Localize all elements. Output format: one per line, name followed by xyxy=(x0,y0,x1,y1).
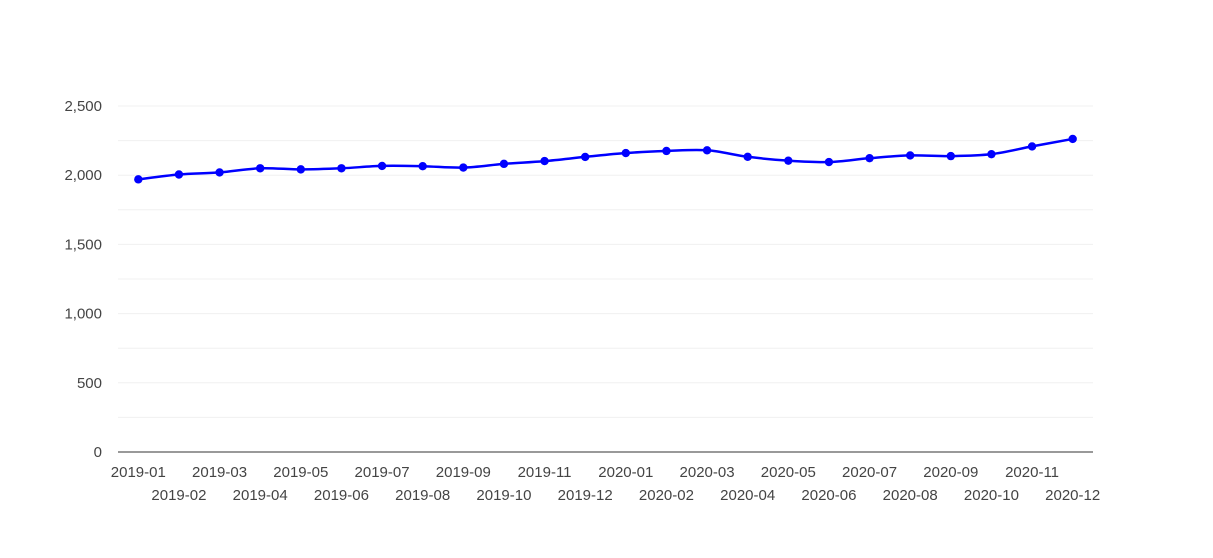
x-tick-label: 2020-05 xyxy=(761,464,816,481)
data-point xyxy=(296,165,306,174)
x-tick-label: 2020-09 xyxy=(923,464,978,481)
y-tick-label: 2,000 xyxy=(64,167,102,184)
x-tick-label: 2020-01 xyxy=(598,464,653,481)
x-tick-label: 2019-10 xyxy=(476,487,531,504)
x-tick-label: 2020-10 xyxy=(964,487,1019,504)
data-point xyxy=(580,152,590,162)
data-point xyxy=(459,163,468,172)
data-point xyxy=(1027,142,1037,151)
data-point xyxy=(865,153,874,163)
y-tick-label: 1,000 xyxy=(64,306,102,323)
x-tick-label: 2020-12 xyxy=(1045,487,1100,504)
x-tick-label: 2019-09 xyxy=(436,464,491,481)
data-point xyxy=(377,161,387,171)
x-tick-label: 2019-06 xyxy=(314,487,369,504)
label-layer: 0 500 1,000 1,500 2,000 2,500 2019-01 2019-02 20… xyxy=(64,98,1100,504)
data-point xyxy=(418,162,427,171)
x-tick-label: 2019-08 xyxy=(395,487,450,504)
data-point xyxy=(215,168,224,177)
data-point xyxy=(946,151,956,161)
y-tick-label: 500 xyxy=(77,375,102,392)
x-tick-label: 2020-08 xyxy=(883,487,938,504)
data-point xyxy=(174,170,184,179)
x-tick-label: 2020-03 xyxy=(680,464,735,481)
series-layer xyxy=(134,134,1077,184)
data-point xyxy=(1068,134,1077,144)
y-tick-label: 0 xyxy=(94,444,102,461)
data-point xyxy=(499,159,509,169)
data-point xyxy=(905,151,915,160)
x-tick-label: 2020-07 xyxy=(842,464,897,481)
x-tick-label: 2020-04 xyxy=(720,487,775,504)
data-point xyxy=(255,164,265,173)
data-point xyxy=(540,156,549,166)
grid-layer xyxy=(118,105,1093,418)
data-point xyxy=(134,175,143,184)
data-point xyxy=(743,152,752,161)
y-tick-label: 1,500 xyxy=(64,236,102,253)
data-point xyxy=(337,164,346,173)
series-line xyxy=(138,137,1073,181)
data-point xyxy=(987,149,996,159)
data-point xyxy=(621,148,631,158)
x-tick-label: 2019-02 xyxy=(151,487,206,504)
x-tick-label: 2020-06 xyxy=(801,487,856,504)
y-tick-label: 2,500 xyxy=(64,98,102,115)
data-point xyxy=(662,146,671,156)
x-tick-label: 2019-03 xyxy=(192,464,247,481)
x-tick-label: 2019-12 xyxy=(558,487,613,504)
x-tick-label: 2020-11 xyxy=(1005,464,1059,481)
data-point xyxy=(824,157,834,167)
x-tick-label: 2019-11 xyxy=(518,464,572,481)
x-tick-label: 2020-02 xyxy=(639,487,694,504)
data-point xyxy=(784,156,793,165)
data-point xyxy=(702,146,712,155)
x-tick-label: 2019-04 xyxy=(233,487,288,504)
x-tick-label: 2019-01 xyxy=(111,464,166,481)
x-tick-label: 2019-05 xyxy=(273,464,328,481)
x-tick-label: 2019-07 xyxy=(355,464,410,481)
